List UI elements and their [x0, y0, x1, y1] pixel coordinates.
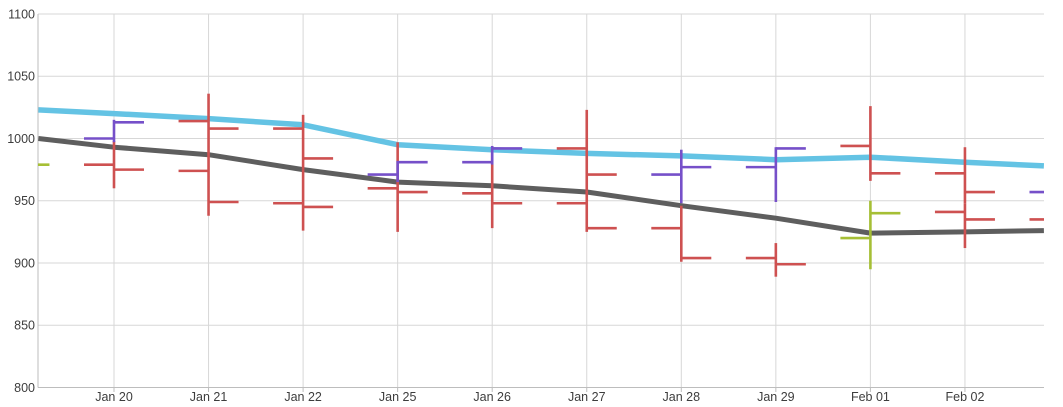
- x-axis-label: Feb 02: [945, 390, 984, 404]
- olive-ohlc-series: [38, 163, 901, 270]
- y-axis-label: 800: [14, 381, 35, 395]
- ohlc-bar: [178, 93, 239, 137]
- ohlc-bar: [651, 149, 712, 204]
- ohlc-bar: [273, 169, 334, 231]
- ohlc-bar: [462, 145, 523, 165]
- x-axis-label: Jan 22: [284, 390, 322, 404]
- ohlc-bar: [367, 142, 428, 232]
- y-axis-label: 850: [14, 319, 35, 333]
- x-axis-label: Jan 29: [757, 390, 795, 404]
- x-axis-label: Jan 27: [568, 390, 606, 404]
- ohlc-bar: [745, 243, 806, 277]
- x-axis-label: Jan 21: [190, 390, 228, 404]
- y-axis-label: 1100: [8, 7, 35, 21]
- ohlc-bar: [934, 203, 995, 249]
- y-axis-label: 900: [14, 256, 35, 270]
- x-axis-label: Jan 28: [663, 390, 701, 404]
- gridlines: [38, 13, 1044, 388]
- x-axis-label: Jan 25: [379, 390, 417, 404]
- ohlc-bar: [84, 119, 144, 143]
- plot-area: [38, 93, 1044, 277]
- ohlc-bar: [651, 205, 712, 262]
- x-axis-label: Jan 20: [95, 390, 133, 404]
- y-axis-label: 1000: [7, 132, 35, 146]
- y-axis-label: 950: [14, 194, 35, 208]
- gray-average-line: [38, 136, 1044, 236]
- ohlc-bar: [367, 160, 428, 183]
- red-ohlc-series: [84, 93, 1044, 277]
- ohlc-bar: [745, 147, 806, 202]
- ohlc-bar: [840, 200, 901, 270]
- axes: [37, 14, 1044, 392]
- blue-average-line: [38, 107, 1044, 169]
- ohlc-bar: [840, 106, 901, 181]
- ohlc-bar: [556, 190, 617, 232]
- ohlc-bar: [273, 114, 334, 170]
- ohlc-bar: [178, 136, 239, 216]
- axis-labels: 1100 1050 1000 950 900 850 800 Jan 20 Jan 21 Jan …: [7, 7, 984, 404]
- y-axis-label: 1050: [7, 70, 35, 84]
- purple-ohlc-series: [84, 119, 1044, 204]
- ohlc-bar: [84, 140, 144, 189]
- x-axis-label: Jan 26: [473, 390, 511, 404]
- ohlc-bar: [556, 109, 617, 191]
- ohlc-bar: [934, 147, 995, 204]
- x-axis-label: Feb 01: [851, 390, 890, 404]
